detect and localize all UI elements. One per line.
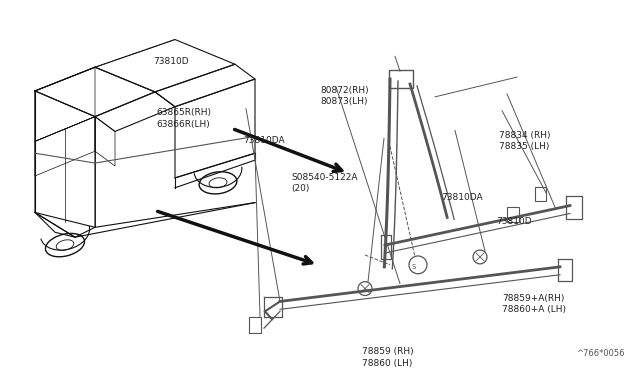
Text: 73810D: 73810D (496, 217, 532, 226)
Text: 78859+A(RH)
78860+A (LH): 78859+A(RH) 78860+A (LH) (502, 294, 566, 314)
Text: 73810DA: 73810DA (243, 136, 285, 145)
Text: S08540-5122A
(20): S08540-5122A (20) (291, 173, 358, 193)
Text: 73810DA: 73810DA (442, 193, 483, 202)
Text: S: S (412, 264, 417, 270)
Text: ^766*0056: ^766*0056 (577, 349, 625, 358)
Text: 80872(RH)
80873(LH): 80872(RH) 80873(LH) (320, 86, 369, 106)
Text: 63865R(RH)
63866R(LH): 63865R(RH) 63866R(LH) (157, 109, 212, 129)
Text: 78859 (RH)
78860 (LH): 78859 (RH) 78860 (LH) (362, 347, 413, 368)
Text: 73810D: 73810D (154, 57, 189, 66)
Text: 78834 (RH)
78835 (LH): 78834 (RH) 78835 (LH) (499, 131, 550, 151)
